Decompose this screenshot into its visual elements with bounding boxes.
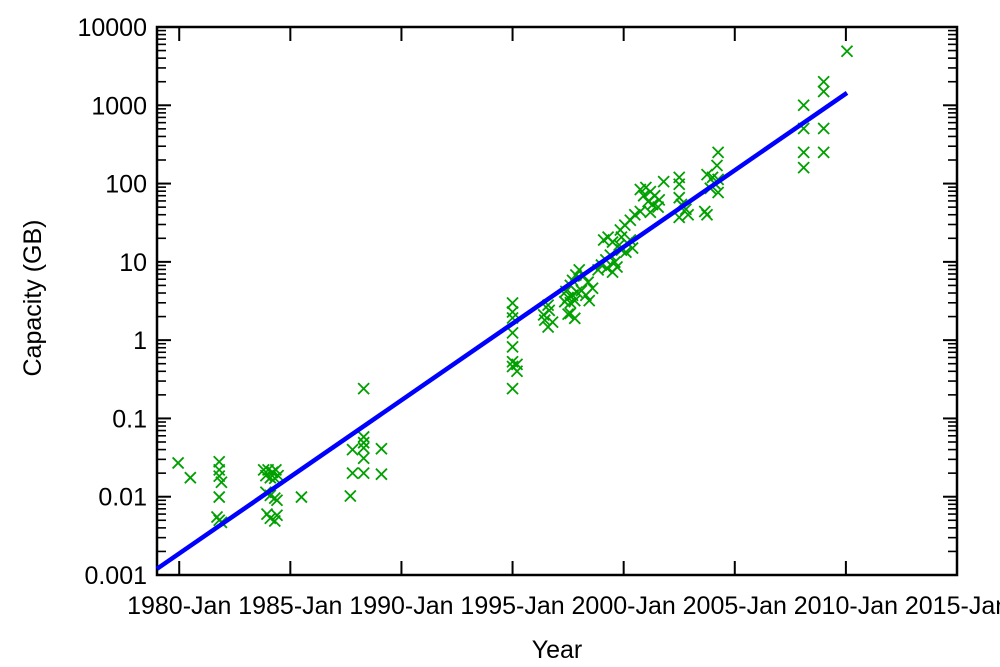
- data-point-x-marker: [634, 205, 647, 218]
- data-point-x-marker: [700, 208, 714, 221]
- x-tick-label: 1990-Jan: [349, 592, 453, 620]
- data-point-x-marker: [541, 320, 555, 334]
- y-tick-label: 10000: [77, 14, 147, 42]
- x-tick-label: 2010-Jan: [794, 592, 898, 620]
- data-point-x-marker: [568, 294, 581, 307]
- x-tick-label: 2005-Jan: [683, 592, 787, 620]
- data-point-x-marker: [357, 452, 370, 465]
- scatter-points: [171, 45, 854, 529]
- data-point-x-marker: [184, 471, 197, 484]
- data-point-x-marker: [357, 467, 370, 480]
- y-tick-label: 10: [119, 249, 147, 277]
- data-point-x-marker: [357, 441, 370, 455]
- data-point-x-marker: [357, 430, 370, 444]
- data-point-x-marker: [711, 146, 725, 159]
- data-point-x-marker: [264, 471, 277, 484]
- axes: 1980-Jan 1985-Jan 1990-Jan 1995-Jan 2000-Jan…: [77, 14, 1000, 620]
- x-tick-label: 2000-Jan: [572, 592, 676, 620]
- data-point-x-marker: [270, 494, 284, 507]
- data-point-x-marker: [357, 436, 370, 449]
- data-point-x-marker: [344, 489, 357, 503]
- y-tick-label: 100: [105, 171, 147, 199]
- data-point-x-marker: [561, 307, 575, 321]
- data-point-x-marker: [558, 295, 571, 308]
- data-point-x-marker: [171, 456, 185, 470]
- data-point-x-marker: [651, 201, 665, 214]
- data-point-x-marker: [644, 206, 657, 219]
- plot-border: [155, 25, 959, 577]
- data-point-x-marker: [215, 476, 228, 489]
- data-point-x-marker: [375, 442, 388, 455]
- data-point-x-marker: [506, 382, 519, 395]
- data-point-x-marker: [510, 365, 524, 378]
- data-point-x-marker: [568, 312, 581, 325]
- data-point-x-marker: [538, 314, 551, 327]
- data-point-x-marker: [346, 467, 359, 480]
- x-axis-title: Year: [531, 636, 583, 664]
- data-point-x-marker: [817, 122, 830, 135]
- data-point-x-marker: [797, 99, 810, 112]
- data-point-x-marker: [797, 161, 810, 174]
- trend-line: [155, 91, 849, 571]
- x-tick-label: 1980-Jan: [127, 592, 231, 620]
- data-point-x-marker: [657, 175, 670, 188]
- data-point-x-marker: [600, 262, 614, 275]
- data-point-x-marker: [581, 276, 595, 289]
- y-axis-title: Capacity (GB): [19, 219, 47, 377]
- data-point-x-marker: [270, 509, 284, 522]
- data-point-x-marker: [583, 294, 596, 307]
- data-point-x-marker: [681, 208, 695, 221]
- data-point-x-marker: [673, 178, 686, 191]
- data-point-x-marker: [506, 296, 519, 310]
- data-point-x-marker: [797, 146, 810, 159]
- data-point-x-marker: [213, 490, 226, 504]
- y-tick-label: 0.01: [98, 484, 147, 512]
- y-tick-label: 0.1: [112, 405, 147, 433]
- x-tick-label: 1985-Jan: [238, 592, 342, 620]
- data-point-x-marker: [506, 340, 519, 354]
- data-point-x-marker: [710, 159, 724, 172]
- data-point-x-marker: [295, 490, 308, 504]
- data-point-x-marker: [271, 469, 285, 482]
- data-point-x-marker: [506, 326, 519, 339]
- data-point-x-marker: [628, 208, 641, 221]
- y-tick-label: 0.001: [84, 562, 147, 590]
- data-point-x-marker: [213, 463, 226, 477]
- data-point-x-marker: [840, 45, 854, 58]
- data-point-x-marker: [817, 85, 830, 98]
- data-point-x-marker: [579, 289, 593, 302]
- data-point-x-marker: [346, 443, 359, 456]
- data-point-x-marker: [357, 382, 370, 395]
- fit-line-path: [155, 91, 849, 571]
- y-tick-label: 1000: [91, 92, 147, 120]
- y-tick-label: 1: [133, 327, 147, 355]
- data-point-x-marker: [610, 260, 624, 274]
- data-point-x-marker: [375, 468, 388, 481]
- data-point-x-marker: [817, 146, 830, 159]
- x-tick-label: 1995-Jan: [460, 592, 564, 620]
- data-point-x-marker: [711, 186, 725, 199]
- data-point-x-marker: [506, 305, 519, 319]
- x-tick-label: 2015-Jan: [905, 592, 1000, 620]
- data-point-x-marker: [817, 75, 830, 88]
- data-point-x-marker: [673, 191, 686, 204]
